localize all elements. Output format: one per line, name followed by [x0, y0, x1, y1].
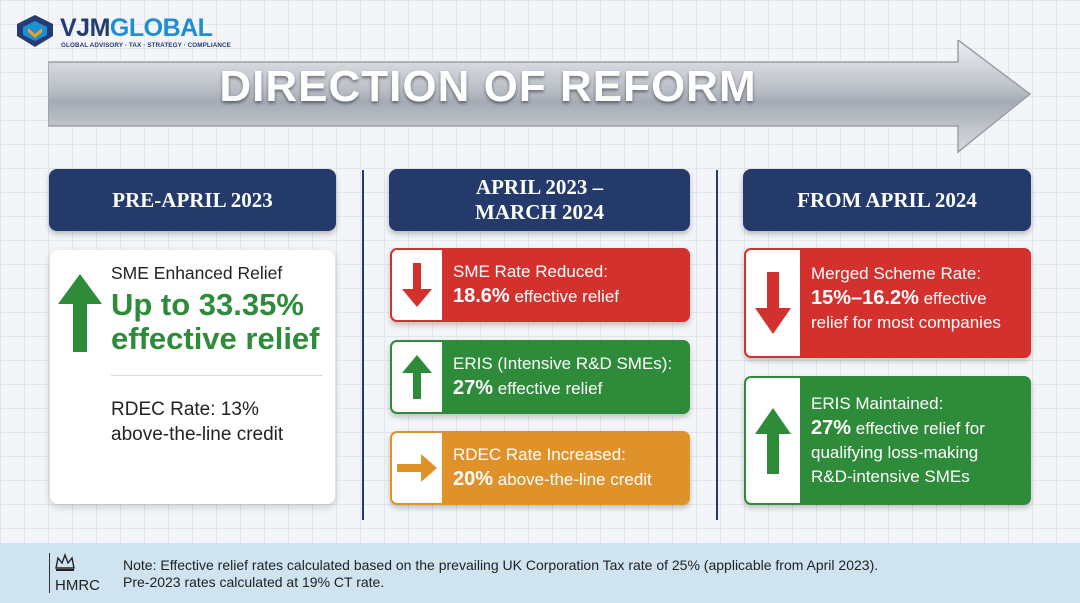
- banner-arrow: [48, 40, 1032, 154]
- arrow-down-icon: [755, 272, 791, 334]
- footer-note: Note: Effective relief rates calculated …: [123, 557, 879, 590]
- arrow-up-icon: [755, 407, 791, 474]
- crown-icon: [55, 553, 75, 571]
- hmrc-logo-text: HMRC: [55, 577, 100, 594]
- brand-name: VJMGLOBAL: [60, 14, 213, 42]
- rdec-rate-increased-card: RDEC Rate Increased: 20% above-the-line …: [390, 431, 690, 505]
- column-divider: [716, 170, 718, 520]
- hmrc-divider: [49, 553, 50, 593]
- eris-maintained-card: ERIS Maintained: 27% effective relief fo…: [744, 376, 1031, 505]
- pre-2023-card: SME Enhanced Relief Up to 33.35% effecti…: [50, 250, 335, 504]
- page-title: DIRECTION OF REFORM: [219, 62, 757, 111]
- eris-card: ERIS (Intensive R&D SMEs): 27% effective…: [390, 340, 690, 414]
- rdec-rate-text: RDEC Rate: 13% above-the-line credit: [111, 399, 284, 445]
- arrow-down-icon: [402, 263, 432, 307]
- arrow-up-icon: [58, 274, 102, 352]
- column-divider: [362, 170, 364, 520]
- sme-relief-label: SME Enhanced Relief: [111, 263, 283, 283]
- arrow-right-icon: [397, 454, 437, 482]
- sme-rate-reduced-card: SME Rate Reduced: 18.6% effective relief: [390, 248, 690, 322]
- column-header-april-2023-march-2024: APRIL 2023 – MARCH 2024: [389, 169, 690, 231]
- merged-scheme-card: Merged Scheme Rate: 15%–16.2% effective …: [744, 248, 1031, 358]
- column-header-pre-april-2023: PRE-APRIL 2023: [49, 169, 336, 231]
- logo-mark-icon: [17, 15, 53, 47]
- column-header-from-april-2024: FROM APRIL 2024: [743, 169, 1031, 231]
- brand-logo: VJMGLOBAL GLOBAL ADVISORY · TAX · STRATE…: [16, 12, 236, 52]
- brand-tagline: GLOBAL ADVISORY · TAX · STRATEGY · COMPL…: [61, 42, 231, 49]
- card-separator: [111, 375, 323, 376]
- arrow-up-icon: [402, 355, 432, 399]
- sme-relief-value: Up to 33.35% effective relief: [111, 287, 320, 356]
- footer-note-bar: [0, 543, 1080, 603]
